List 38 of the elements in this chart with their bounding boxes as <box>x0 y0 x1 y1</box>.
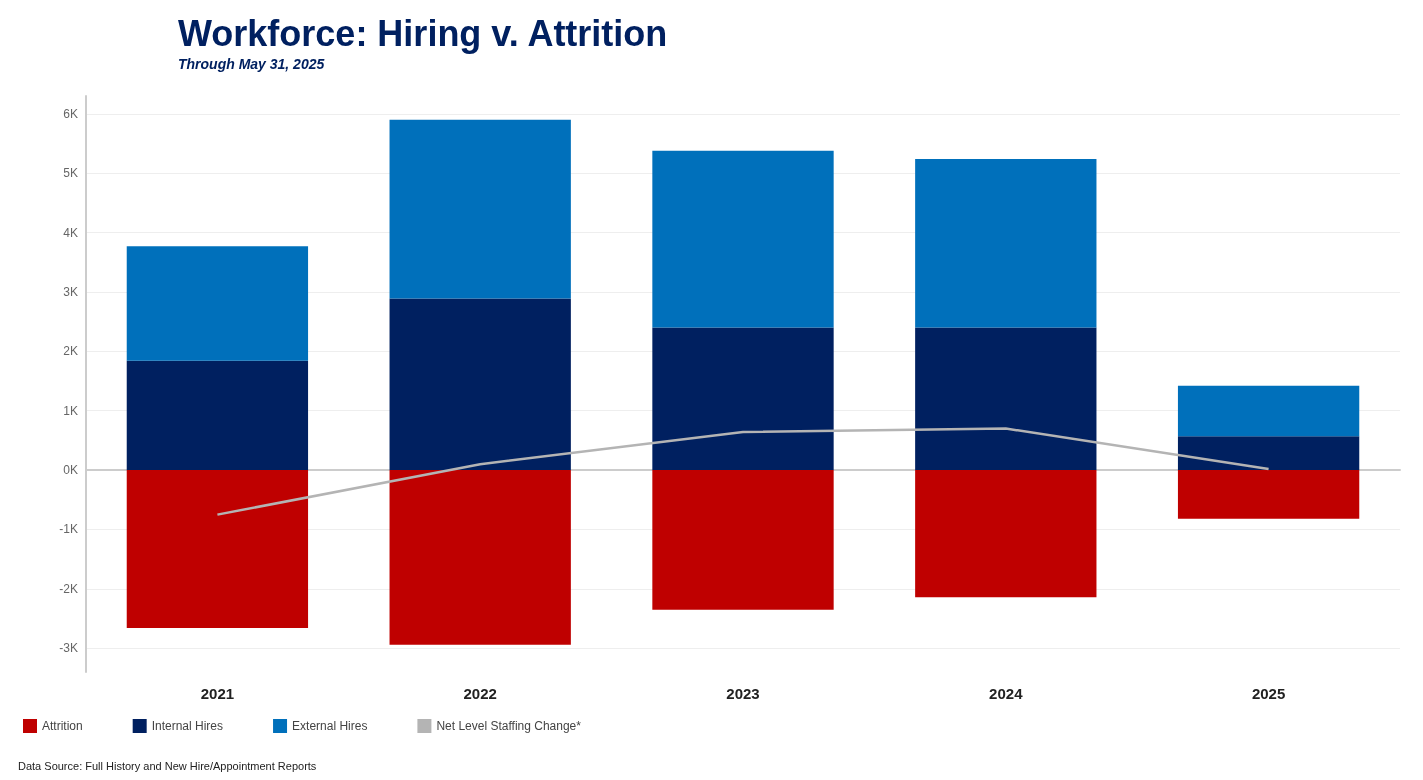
source-note: Data Source: Full History and New Hire/Appointment Reports <box>18 759 317 772</box>
bar <box>915 158 1097 328</box>
y-tick-label: 2K <box>63 344 78 359</box>
bar <box>389 298 571 471</box>
y-tick-label: 3K <box>63 284 78 299</box>
x-tick-label: 2024 <box>989 685 1024 702</box>
line-series <box>216 427 1270 516</box>
bar <box>126 470 309 629</box>
x-tick-label: 2022 <box>463 685 497 702</box>
legend-label: External Hires <box>292 719 368 733</box>
y-tick-label: -1K <box>59 522 78 537</box>
bar <box>389 119 571 299</box>
bar <box>652 150 834 328</box>
y-tick-label: -2K <box>59 581 78 596</box>
y-tick-label: -3K <box>59 641 78 656</box>
bar <box>126 360 309 471</box>
y-tick-label: 4K <box>63 225 78 240</box>
bar <box>652 470 834 610</box>
x-tick-label: 2025 <box>1251 685 1286 702</box>
y-tick-label: 1K <box>63 403 78 418</box>
bar <box>915 470 1097 598</box>
legend-label: Internal Hires <box>151 719 224 733</box>
bar <box>1177 436 1360 471</box>
legend-label: Attrition <box>42 719 83 733</box>
y-tick-label: 6K <box>63 106 78 121</box>
y-tick-label: 5K <box>63 166 78 181</box>
bar <box>1177 470 1360 519</box>
bar <box>126 246 309 361</box>
y-tick-label: 0K <box>63 463 78 478</box>
bar <box>652 327 834 471</box>
bar <box>915 327 1097 471</box>
x-tick-label: 2021 <box>200 685 235 702</box>
x-tick-label: 2023 <box>726 685 760 702</box>
chart-subtitle: Through May 31, 2025 <box>178 56 325 72</box>
legend-label: Net Level Staffing Change* <box>436 719 582 733</box>
bar <box>1177 385 1360 437</box>
chart-title: Workforce: Hiring v. Attrition <box>178 12 668 54</box>
bar <box>389 470 571 645</box>
